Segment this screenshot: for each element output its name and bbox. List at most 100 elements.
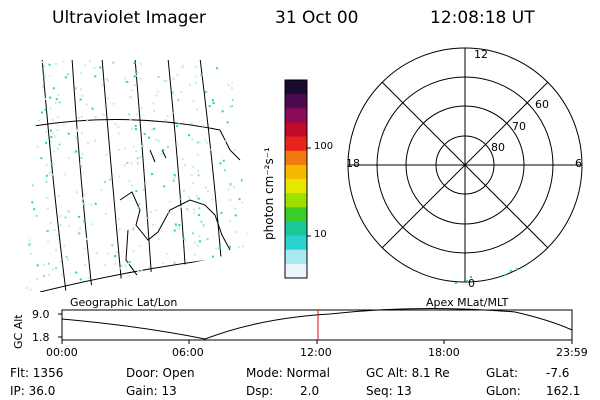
map-emission-pixel [81,153,84,156]
xtick-2359: 23:59 [556,346,588,359]
map-emission-pixel [148,136,151,139]
map-emission-pixel [241,201,244,204]
map-emission-pixel [196,141,199,144]
map-emission-pixel [181,64,184,67]
map-emission-pixel [151,173,154,176]
map-emission-pixel [192,232,195,235]
map-emission-pixel [102,113,105,116]
colorbar-band [285,150,307,166]
map-emission-pixel [28,242,31,245]
map-emission-pixel [195,75,198,78]
map-emission-pixel [132,226,135,229]
map-emission-pixel [127,262,130,265]
map-emission-pixel [139,155,142,158]
map-emission-pixel [103,180,106,183]
map-emission-pixel [197,170,200,173]
map-emission-pixel [51,118,54,121]
map-emission-pixel [174,175,177,178]
altitude-ytick-1.8: 1.8 [32,331,50,344]
colorbar-band [285,193,307,208]
map-emission-pixel [50,173,53,176]
map-emission-pixel [124,264,127,267]
map-emission-pixel [232,98,235,101]
map-emission-pixel [177,227,180,230]
map-emission-pixel [79,98,82,101]
map-emission-pixel [57,94,60,97]
map-emission-pixel [124,80,127,83]
map-emission-pixel [42,85,45,88]
map-emission-pixel [181,158,184,161]
map-emission-pixel [129,96,132,99]
map-emission-pixel [235,230,238,233]
map-emission-pixel [157,237,160,240]
map-emission-pixel [118,228,121,231]
colorbar-band [285,80,307,95]
map-emission-pixel [157,140,160,143]
map-emission-pixel [79,278,82,281]
map-emission-pixel [41,111,44,114]
map-emission-pixel [204,186,207,189]
map-emission-pixel [45,141,48,144]
map-emission-pixel [171,91,174,94]
gain-value: Gain: 13 [126,384,177,398]
map-emission-pixel [198,141,201,144]
map-emission-pixel [47,229,50,232]
map-emission-pixel [141,145,144,148]
map-emission-pixel [94,202,97,205]
glat-value: -7.6 [546,366,570,380]
map-emission-pixel [177,99,180,102]
map-emission-pixel [33,208,36,211]
map-emission-pixel [172,180,175,183]
map-emission-pixel [184,239,187,242]
map-emission-pixel [173,173,176,176]
map-emission-pixel [36,145,39,148]
map-emission-pixel [56,147,59,150]
map-emission-pixel [172,177,175,180]
map-emission-pixel [188,83,191,86]
map-emission-pixel [99,66,102,69]
map-emission-pixel [190,121,193,124]
map-emission-pixel [94,116,97,119]
map-emission-pixel [166,252,169,255]
map-emission-pixel [30,252,33,255]
map-emission-pixel [84,264,87,267]
map-emission-pixel [123,164,126,167]
colorbar-band [285,221,307,237]
map-emission-pixel [28,244,31,247]
map-emission-pixel [151,223,154,226]
map-emission-pixel [223,169,226,172]
time-label: 12:08:18 UT [430,8,535,28]
map-emission-pixel [55,249,58,252]
map-emission-pixel [234,207,237,210]
map-emission-pixel [63,173,66,176]
map-emission-pixel [80,157,83,160]
map-emission-pixel [83,247,86,250]
map-emission-pixel [196,153,199,156]
map-emission-pixel [193,211,196,214]
map-emission-pixel [43,64,46,67]
map-emission-pixel [67,157,70,160]
map-emission-pixel [193,208,196,211]
map-emission-pixel [160,153,163,156]
mlt-label-6: 6 [575,157,582,170]
map-emission-pixel [128,260,131,263]
map-emission-pixel [62,123,65,126]
map-emission-pixel [198,207,201,210]
map-emission-pixel [219,162,222,165]
map-emission-pixel [179,205,182,208]
map-emission-pixel [60,273,63,276]
map-emission-pixel [130,162,133,165]
map-emission-pixel [40,157,43,160]
map-emission-pixel [74,87,77,90]
map-emission-pixel [130,127,133,130]
map-emission-pixel [73,151,76,154]
glon-label: GLon: [486,384,521,398]
map-emission-pixel [126,80,129,83]
map-emission-pixel [117,217,120,220]
map-emission-pixel [130,89,133,92]
map-emission-pixel [43,73,46,76]
map-emission-pixel [50,136,53,139]
map-emission-pixel [87,277,90,280]
map-emission-pixel [59,215,62,218]
